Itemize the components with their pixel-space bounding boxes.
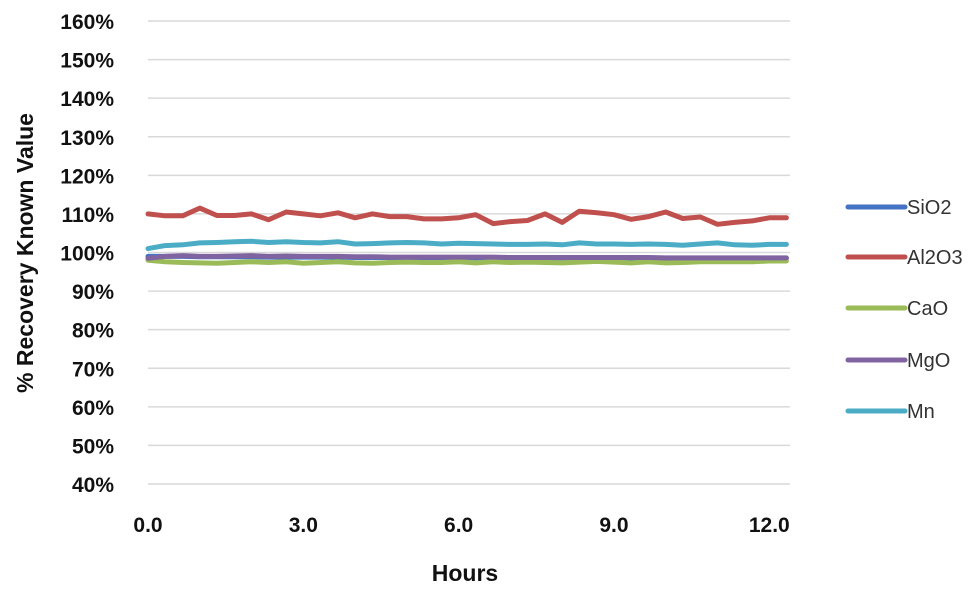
y-axis-tick-labels: 40% 50% 60% 70% 80% 90% 100% 110% 120% 130% 140% 15…	[60, 11, 114, 497]
series-line-mgo	[145, 253, 789, 261]
legend-label-mn: Mn	[907, 401, 935, 423]
y-axis-title: % Recovery Known Value	[12, 113, 38, 393]
x-tick-label: 0.0	[133, 514, 162, 537]
y-tick-label: 40%	[72, 474, 114, 497]
y-tick-label: 80%	[72, 320, 114, 343]
legend-label-cao: CaO	[907, 298, 948, 320]
y-tick-label: 120%	[60, 165, 114, 188]
gridlines	[148, 20, 790, 485]
y-tick-label: 150%	[60, 50, 114, 73]
y-tick-label: 90%	[72, 281, 114, 304]
series-lines	[145, 205, 789, 266]
x-axis-title: Hours	[432, 560, 498, 586]
legend-label-sio2: SiO2	[907, 197, 951, 219]
y-tick-label: 50%	[72, 435, 114, 458]
x-axis-tick-labels: 0.0 3.0 6.0 9.0 12.0	[133, 514, 789, 537]
legend: SiO2 Al2O3 CaO MgO Mn	[845, 197, 963, 423]
series-line-cao	[145, 257, 789, 266]
y-tick-label: 140%	[60, 88, 114, 111]
y-tick-label: 60%	[72, 397, 114, 420]
x-tick-label: 12.0	[749, 514, 790, 537]
y-tick-label: 160%	[60, 11, 114, 34]
legend-label-al2o3: Al2O3	[907, 247, 963, 269]
x-tick-label: 9.0	[599, 514, 628, 537]
y-tick-label: 100%	[60, 243, 114, 266]
x-tick-label: 6.0	[444, 514, 473, 537]
legend-label-mgo: MgO	[907, 350, 950, 372]
series-line-mn	[145, 238, 789, 252]
y-tick-label: 110%	[61, 204, 114, 227]
y-tick-label: 70%	[72, 358, 114, 381]
x-tick-label: 3.0	[289, 514, 318, 537]
y-tick-label: 130%	[60, 127, 114, 150]
series-line-al2o3	[145, 205, 789, 227]
